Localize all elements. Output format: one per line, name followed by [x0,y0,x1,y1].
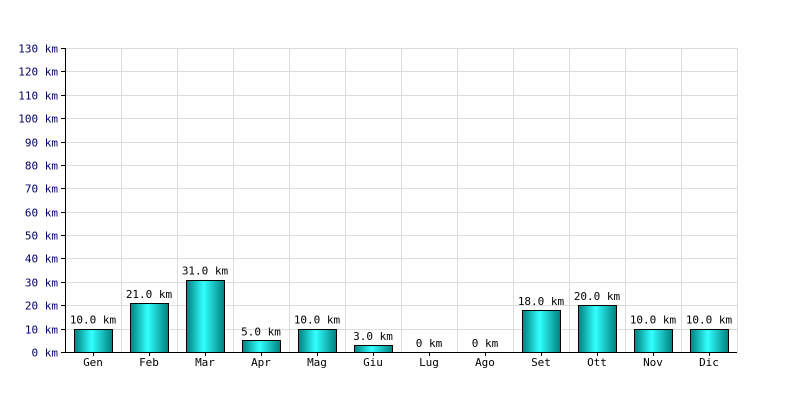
x-tick-label: Mag [307,356,327,369]
y-tick-label: 70 km [25,183,58,196]
y-tick-label: 110 km [18,90,58,103]
x-tick-label: Gen [83,356,103,369]
data-label-lug: 0 km [416,337,443,350]
bar-set [522,310,561,353]
data-label-set: 18.0 km [518,295,565,308]
x-tick-label: Ago [475,356,495,369]
data-label-mar: 31.0 km [182,265,229,278]
x-tick-label: Lug [419,356,439,369]
data-label-ott: 20.0 km [574,290,621,303]
x-tick-label: Ott [587,356,607,369]
y-axis-ticks: 0 km 10 km 20 km 30 km 40 km 50 km 60 km 70 km 8… [18,43,58,360]
y-tick-label: 100 km [18,113,58,126]
x-tick-label: Set [531,356,551,369]
y-tick-label: 50 km [25,230,58,243]
x-tick-label: Dic [699,356,719,369]
x-tick-label: Feb [139,356,159,369]
y-tick-label: 0 km [32,347,59,360]
data-label-feb: 21.0 km [126,288,173,301]
data-labels: 10.0 km 21.0 km 31.0 km 5.0 km 10.0 km 3.0 km… [70,265,733,350]
bar-feb [130,303,169,353]
bar-gen [74,329,113,353]
bar-mag [298,329,337,353]
data-label-giu: 3.0 km [353,330,393,343]
y-tick-label: 40 km [25,253,58,266]
bar-nov [634,329,673,353]
y-tick-label: 60 km [25,207,58,220]
y-tick-label: 20 km [25,300,58,313]
data-label-mag: 10.0 km [294,314,341,327]
data-label-apr: 5.0 km [241,325,281,338]
bar-dic [690,329,729,353]
bar-giu [354,345,393,353]
bar-mar [186,280,225,353]
y-tick-label: 130 km [18,43,58,56]
data-label-gen: 10.0 km [70,314,117,327]
y-tick-label: 10 km [25,324,58,337]
data-label-dic: 10.0 km [686,314,733,327]
y-tick-label: 80 km [25,160,58,173]
y-tick-label: 120 km [18,66,58,79]
y-tick-label: 30 km [25,277,58,290]
x-tick-label: Nov [643,356,663,369]
data-label-nov: 10.0 km [630,314,677,327]
data-label-ago: 0 km [472,337,499,350]
x-axis-ticks: Gen Feb Mar Apr Mag Giu Lug Ago Set Ott Nov Dic [83,356,719,369]
bar-ott [578,305,617,353]
x-tick-label: Giu [363,356,383,369]
x-tick-label: Mar [195,356,215,369]
bars [74,280,729,353]
axes [61,48,737,356]
y-tick-label: 90 km [25,137,58,150]
bar-apr [242,340,281,353]
x-tick-label: Apr [251,356,271,369]
